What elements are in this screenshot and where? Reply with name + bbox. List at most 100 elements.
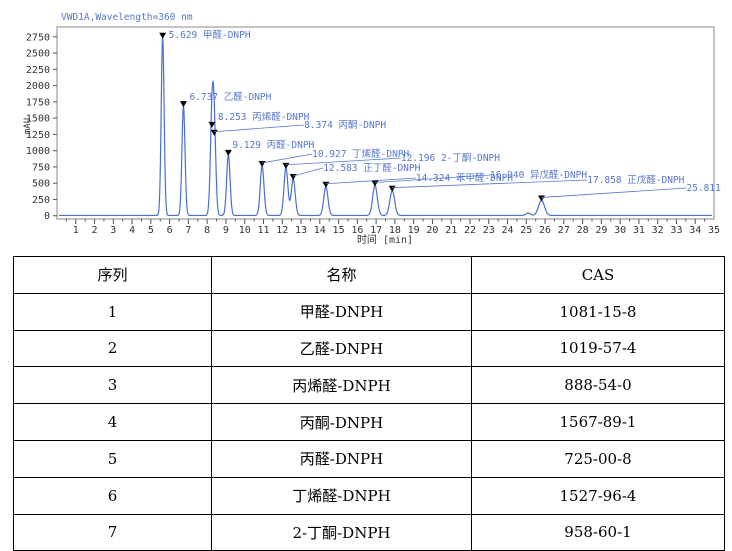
- peak-marker: [159, 32, 167, 39]
- row-name: 丙酮-DNPH: [211, 403, 472, 441]
- table-row: 7 2-丁酮-DNPH 958-60-1: [13, 513, 725, 551]
- x-tick-label: 26: [539, 225, 551, 236]
- peak-label: 5.629 甲醛-DNPH: [169, 29, 251, 41]
- x-tick-label: 25: [520, 225, 532, 236]
- peak-leader-line: [293, 167, 324, 177]
- x-tick-label: 29: [595, 225, 607, 236]
- x-tick-label: 13: [295, 225, 307, 236]
- peak-leader-line: [541, 187, 687, 198]
- x-tick-label: 31: [633, 225, 645, 236]
- x-tick-label: 11: [257, 225, 269, 236]
- peak-label: 6.737 乙醛-DNPH: [189, 91, 271, 103]
- x-tick-label: 9: [223, 225, 229, 236]
- row-name: 丁烯醛-DNPH: [211, 476, 472, 515]
- table-row: 3 丙烯醛-DNPH 888-54-0: [13, 366, 725, 405]
- x-tick-label: 17: [370, 225, 382, 236]
- x-tick-label: 16: [351, 225, 363, 236]
- peak-label: 8.374 丙酮-DNPH: [304, 120, 386, 131]
- peak-label: 12.583 正丁醛-DNPH: [323, 162, 420, 174]
- peak-marker: [258, 160, 266, 167]
- x-tick-label: 27: [558, 225, 570, 236]
- x-tick-label: 15: [333, 225, 345, 236]
- row-cas: 1081-15-8: [471, 292, 725, 331]
- compound-table: 序列 名称 CAS 1 甲醛-DNPH 1081-15-8 2 乙醛-DNPH …: [13, 256, 725, 551]
- peak-leader-line: [285, 157, 401, 166]
- table-row: 6 丁烯醛-DNPH 1527-96-4: [13, 476, 725, 515]
- x-tick-label: 30: [614, 225, 626, 236]
- x-tick-label: 24: [501, 225, 513, 236]
- table-row: 4 丙酮-DNPH 1567-89-1: [13, 403, 725, 441]
- peak-leader-line: [214, 124, 305, 133]
- x-tick-label: 18: [389, 225, 401, 236]
- y-tick-label: 750: [32, 162, 50, 173]
- y-tick-label: 1250: [26, 130, 50, 141]
- row-name: 乙醛-DNPH: [211, 329, 472, 368]
- x-tick-label: 22: [464, 225, 476, 236]
- peak-label: 12.196 2-丁酮-DNPH: [401, 153, 500, 164]
- x-tick-label: 7: [185, 225, 191, 236]
- row-index: 2: [13, 329, 212, 368]
- x-tick-label: 23: [483, 225, 495, 236]
- x-tick-label: 32: [652, 225, 664, 236]
- y-tick-label: 1750: [26, 97, 50, 108]
- x-axis-label: 时间 [min]: [357, 233, 413, 246]
- x-tick-label: 12: [276, 225, 288, 236]
- row-cas: 888-54-0: [471, 366, 725, 405]
- peak-marker: [388, 185, 396, 192]
- y-axis-label: mAU: [23, 118, 33, 134]
- x-tick-label: 4: [129, 225, 135, 236]
- row-cas: 958-60-1: [471, 513, 725, 551]
- y-tick-label: 2500: [26, 49, 50, 60]
- x-tick-label: 3: [110, 225, 116, 236]
- row-name: 丙烯醛-DNPH: [211, 366, 472, 405]
- y-tick-label: 1500: [26, 114, 50, 125]
- y-tick-label: 2000: [26, 81, 50, 92]
- peak-label: 8.253 丙烯醛-DNPH: [218, 111, 310, 123]
- x-axis: 1 2 3 4 5 6 7 8 9 10 11 12 13 14 15 16 17 18 19 20 21 22 23 24 2…: [65, 219, 720, 236]
- chromatogram-chart: VWD1A,Wavelength=360 nm 0250500750100012…: [23, 12, 722, 246]
- peak-leader-line: [325, 177, 416, 185]
- x-tick-label: 34: [689, 225, 701, 236]
- header-name: 名称: [211, 256, 472, 294]
- y-tick-label: 250: [32, 195, 50, 206]
- x-tick-label: 5: [148, 225, 154, 236]
- peak-label: 17.858 正戊醛-DNPH: [587, 174, 684, 186]
- y-tick-label: 2750: [26, 32, 50, 43]
- row-name: 2-丁酮-DNPH: [211, 513, 472, 551]
- y-tick-label: 2250: [26, 65, 50, 76]
- row-index: 1: [13, 292, 212, 331]
- peak-marker: [371, 180, 379, 187]
- row-name: 甲醛-DNPH: [211, 292, 472, 331]
- row-index: 4: [13, 403, 212, 441]
- peak-label: 25.811: [687, 183, 722, 194]
- peak-leader-line: [392, 179, 588, 189]
- peak-marker: [224, 149, 232, 156]
- row-name: 丙醛-DNPH: [211, 439, 472, 478]
- x-tick-label: 8: [204, 225, 210, 236]
- x-tick-label: 14: [314, 225, 326, 236]
- x-tick-label: 28: [577, 225, 589, 236]
- peak-leader-line: [262, 153, 313, 164]
- row-cas: 1567-89-1: [471, 403, 725, 441]
- y-tick-label: 500: [32, 179, 50, 190]
- table-row: 1 甲醛-DNPH 1081-15-8: [13, 292, 725, 331]
- header-cas: CAS: [471, 256, 725, 294]
- peak-marker: [282, 162, 290, 169]
- row-index: 3: [13, 366, 212, 405]
- chart-title: VWD1A,Wavelength=360 nm: [61, 12, 193, 23]
- x-tick-label: 1: [73, 225, 79, 236]
- table-header-row: 序列 名称 CAS: [13, 256, 725, 294]
- x-tick-label: 10: [239, 225, 251, 236]
- peak-marker: [179, 101, 187, 108]
- x-tick-label: 19: [408, 225, 420, 236]
- y-tick-label: 0: [44, 211, 50, 222]
- row-cas: 725-00-8: [471, 439, 725, 478]
- x-tick-label: 6: [167, 225, 173, 236]
- peak-marker: [208, 121, 216, 128]
- peak-marker: [210, 129, 218, 136]
- x-tick-label: 20: [426, 225, 438, 236]
- x-tick-label: 2: [92, 225, 98, 236]
- table-row: 5 丙醛-DNPH 725-00-8: [13, 439, 725, 478]
- peak-leader-line: [374, 174, 491, 183]
- peak-marker: [289, 173, 297, 180]
